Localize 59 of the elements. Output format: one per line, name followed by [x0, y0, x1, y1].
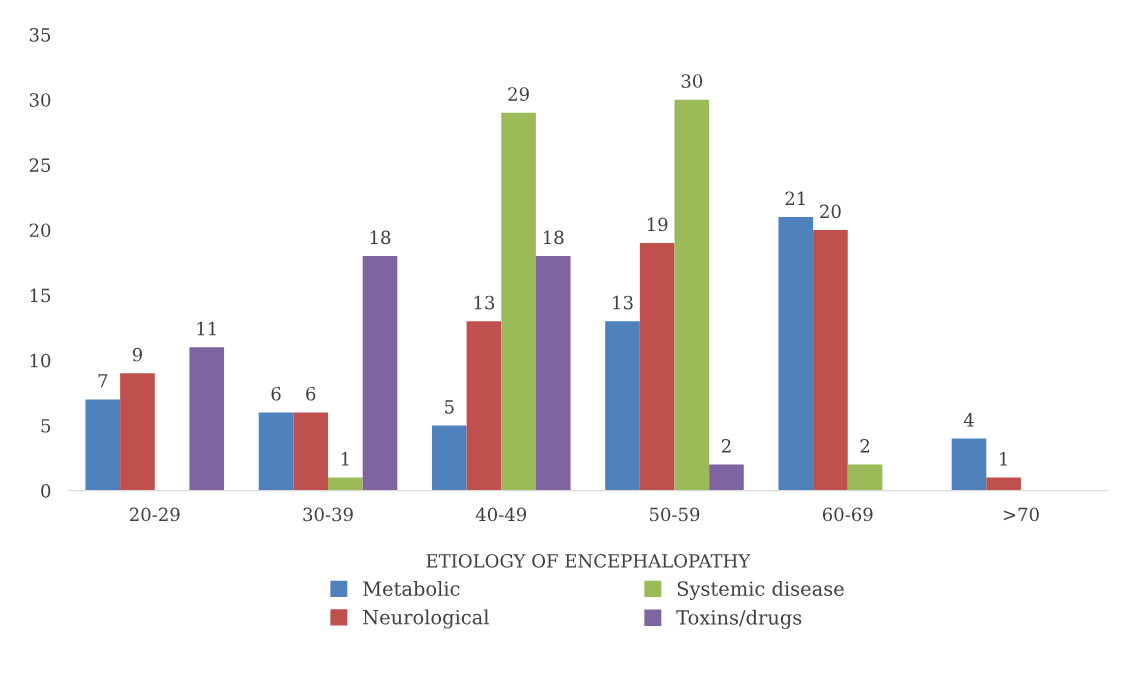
y-tick-label: 30: [29, 93, 51, 107]
bar: [431, 425, 467, 491]
x-tick-label: 40-49: [475, 507, 527, 522]
y-tick-label: 5: [41, 419, 51, 433]
bar: [466, 321, 502, 491]
legend-label: Metabolic: [363, 580, 460, 596]
data-label: 11: [197, 321, 216, 336]
y-tick-label: 0: [41, 484, 51, 498]
data-label: 1: [341, 452, 349, 466]
bar: [639, 243, 675, 491]
data-label: 30: [681, 74, 703, 88]
bar: [778, 216, 814, 491]
data-label: 6: [271, 386, 281, 401]
y-tick-label: 20: [29, 223, 51, 238]
bar: [501, 112, 536, 491]
bar: [293, 412, 329, 491]
bar: [605, 321, 640, 491]
y-tick-label: 15: [30, 288, 51, 303]
data-label: 2: [721, 439, 731, 453]
bar: [328, 477, 363, 491]
legend-label: Systemic disease: [677, 580, 844, 601]
data-label: 4: [963, 413, 974, 427]
data-label: 21: [785, 191, 805, 205]
data-label: 13: [613, 295, 633, 310]
data-label: 6: [306, 386, 316, 401]
data-label: 5: [445, 400, 454, 414]
data-label: 19: [647, 217, 668, 232]
x-tick-label: 60-69: [822, 507, 873, 522]
data-label: 29: [508, 87, 529, 101]
bar: [674, 99, 710, 491]
legend-label: Neurological: [363, 609, 489, 629]
x-tick-label: >70: [1003, 507, 1039, 522]
bar: [813, 230, 848, 491]
x-tick-label: 20-29: [129, 507, 180, 522]
bar: [85, 399, 121, 491]
data-label: 13: [474, 295, 495, 310]
bar: [535, 256, 571, 491]
legend-title: ETIOLOGY OF ENCEPHALOPATHY: [426, 554, 751, 568]
legend-label: Toxins/drugs: [676, 609, 802, 629]
data-label: 18: [543, 230, 564, 245]
bar: [258, 412, 294, 491]
data-label: 18: [370, 230, 391, 245]
data-label: 2: [860, 439, 870, 453]
x-tick-label: 30-39: [303, 507, 353, 522]
bar: [189, 347, 225, 491]
bar: [362, 256, 398, 491]
y-tick-label: 35: [29, 28, 51, 42]
y-tick-label: 25: [29, 158, 51, 172]
data-label: 9: [132, 347, 142, 362]
bar: [951, 438, 987, 491]
data-label: 7: [98, 374, 108, 388]
bar: [847, 464, 883, 491]
bar: [986, 477, 1021, 491]
data-label: 20: [820, 204, 841, 219]
x-tick-label: 50-59: [650, 507, 700, 522]
data-label: 1: [1000, 452, 1007, 466]
y-tick-label: 10: [30, 353, 51, 368]
bar: [709, 464, 744, 491]
bar: [120, 373, 155, 491]
